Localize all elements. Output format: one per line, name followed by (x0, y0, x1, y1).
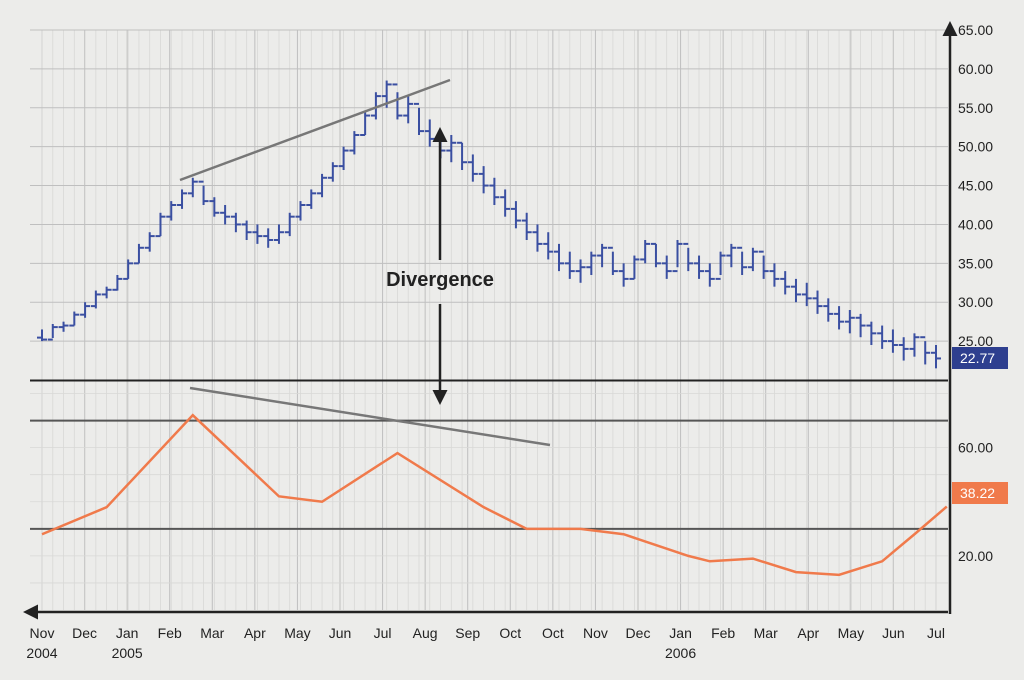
divergence-chart: 25.00 30.00 35.00 40.00 45.00 50.00 55.00 60.00… (0, 0, 1024, 680)
y-tick-label: 45.00 (958, 178, 993, 194)
x-tick-label: Sep (455, 625, 480, 641)
x-tick-label: Jul (374, 625, 392, 641)
price-badge-value: 22.77 (960, 350, 995, 366)
x-tick-label: May (838, 625, 864, 641)
y-tick-label: 20.00 (958, 548, 993, 564)
y-tick-label: 60.00 (958, 61, 993, 77)
x-tick-label: Oct (499, 625, 521, 641)
x-tick-label: Apr (244, 625, 266, 641)
y-tick-label: 50.00 (958, 139, 993, 155)
y-tick-label: 25.00 (958, 333, 993, 349)
x-tick-year: 2006 (665, 645, 696, 661)
x-tick-label: Jun (882, 625, 905, 641)
x-tick-label: Jan (116, 625, 139, 641)
x-tick-label: Oct (542, 625, 564, 641)
x-tick-label: Nov (583, 625, 608, 641)
x-tick-year: 2005 (112, 645, 143, 661)
indicator-badge-value: 38.22 (960, 485, 995, 501)
y-tick-label: 40.00 (958, 216, 993, 232)
x-tick-label: Jun (329, 625, 352, 641)
y-tick-label: 60.00 (958, 440, 993, 456)
x-tick-year: 2004 (26, 645, 57, 661)
divergence-label: Divergence (386, 269, 494, 291)
x-tick-label: Apr (797, 625, 819, 641)
x-tick-label: Jan (669, 625, 692, 641)
x-tick-label: Mar (200, 625, 224, 641)
y-tick-label: 65.00 (958, 22, 993, 38)
y-tick-label: 35.00 (958, 255, 993, 271)
x-tick-label: Mar (754, 625, 778, 641)
x-tick-label: Dec (626, 625, 651, 641)
x-tick-label: Nov (30, 625, 55, 641)
x-tick-label: Jul (927, 625, 945, 641)
y-tick-label: 55.00 (958, 100, 993, 116)
x-tick-label: May (284, 625, 310, 641)
x-tick-label: Aug (413, 625, 438, 641)
y-tick-label: 30.00 (958, 294, 993, 310)
x-tick-label: Feb (711, 625, 735, 641)
x-tick-label: Dec (72, 625, 97, 641)
x-tick-label: Feb (158, 625, 182, 641)
